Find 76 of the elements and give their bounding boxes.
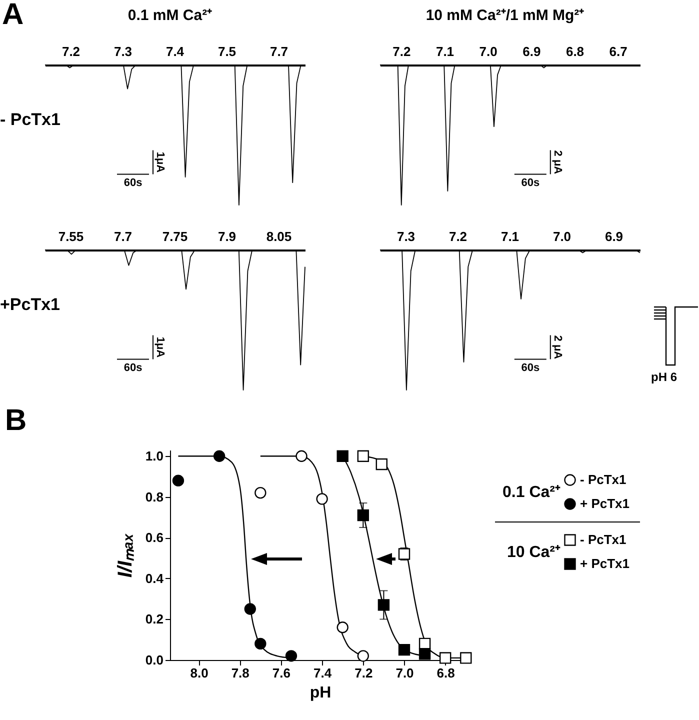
text: 7.0 bbox=[479, 44, 498, 59]
y-tick-label: 0.2 bbox=[145, 612, 164, 627]
y-axis-title: 1μA bbox=[154, 336, 166, 358]
x-axis-title: 60s bbox=[521, 362, 540, 374]
point bbox=[336, 622, 348, 634]
text: 7.7 bbox=[114, 229, 132, 244]
y-axis-title: 1μA bbox=[154, 152, 166, 173]
x-tick-label: 7.2 bbox=[354, 666, 373, 680]
text: 7.2 bbox=[62, 44, 80, 59]
x-tick-label: 7.8 bbox=[231, 666, 250, 680]
y-tick-label: 0.8 bbox=[145, 489, 164, 504]
point bbox=[316, 493, 328, 505]
x-tick-label: 8.0 bbox=[190, 666, 208, 680]
text: 0.1 Ca²⁺ bbox=[502, 484, 561, 501]
legend-label: + PcTx1 bbox=[580, 496, 630, 511]
text: 7.1 bbox=[500, 229, 520, 244]
point bbox=[244, 603, 256, 615]
text: 7.5 bbox=[218, 44, 236, 59]
text: 7.4 bbox=[166, 44, 185, 59]
y-tick-label: 1.0 bbox=[145, 448, 164, 464]
text: 7.3 bbox=[396, 229, 416, 244]
point bbox=[285, 650, 298, 662]
legend-label: + PcTx1 bbox=[580, 556, 630, 571]
text: 7.2 bbox=[392, 44, 411, 59]
text: 7.9 bbox=[218, 229, 236, 244]
y-tick-label: 0.6 bbox=[145, 530, 164, 546]
x-axis-title: 60s bbox=[124, 362, 142, 374]
text: 7.7 bbox=[270, 44, 288, 59]
y-axis-title: I/Iₘₐₓ bbox=[114, 533, 136, 578]
text: 7.3 bbox=[114, 44, 132, 59]
annotation: +PcTx1 bbox=[0, 295, 60, 315]
text: 6.8 bbox=[566, 44, 584, 59]
chart-title: A bbox=[2, 0, 24, 32]
x-tick-label: 7.4 bbox=[314, 666, 332, 680]
text: 10 Ca²⁺ bbox=[506, 544, 561, 561]
legend-label: - PcTx1 bbox=[580, 532, 626, 547]
point bbox=[357, 450, 369, 462]
point bbox=[254, 638, 266, 650]
point bbox=[213, 450, 226, 462]
point bbox=[398, 644, 410, 656]
x-axis-title: 60s bbox=[124, 177, 142, 190]
point bbox=[172, 474, 184, 486]
x-axis-title: 60s bbox=[521, 177, 540, 190]
text: 6.9 bbox=[604, 229, 624, 244]
point bbox=[378, 599, 390, 611]
text: 7.75 bbox=[162, 229, 188, 244]
point bbox=[357, 650, 369, 662]
point bbox=[460, 652, 472, 664]
annotation: - PcTx1 bbox=[0, 110, 60, 130]
text: pH 6 bbox=[651, 370, 678, 384]
y-axis-title: 2 μA bbox=[551, 150, 564, 174]
text: 7.0 bbox=[552, 229, 572, 244]
chart-title: B bbox=[5, 404, 27, 438]
x-tick-label: 7.0 bbox=[396, 666, 414, 680]
text: 7.2 bbox=[448, 229, 468, 244]
y-tick-label: 0.4 bbox=[145, 570, 164, 586]
chart-subtitle: 10 mM Ca²⁺/1 mM Mg²⁺ bbox=[424, 6, 586, 24]
x-axis-title: pH bbox=[310, 684, 332, 702]
point bbox=[336, 450, 348, 462]
text: 6.9 bbox=[522, 44, 541, 59]
point bbox=[440, 652, 452, 664]
text: 6.7 bbox=[609, 44, 628, 59]
y-tick-label: 0.0 bbox=[145, 652, 164, 668]
chart-subtitle: 0.1 mM Ca²⁺ bbox=[126, 6, 214, 24]
legend-label: - PcTx1 bbox=[580, 472, 626, 487]
text: 7.1 bbox=[436, 44, 454, 59]
point bbox=[296, 450, 308, 462]
point bbox=[254, 486, 266, 499]
point bbox=[418, 648, 431, 660]
x-tick-label: 7.6 bbox=[272, 666, 290, 680]
text: 8.05 bbox=[266, 229, 292, 244]
point bbox=[376, 458, 388, 470]
y-axis-title: 2 μA bbox=[551, 335, 564, 360]
x-tick-label: 6.8 bbox=[436, 666, 455, 680]
text: 7.55 bbox=[58, 229, 84, 244]
point bbox=[357, 509, 369, 522]
